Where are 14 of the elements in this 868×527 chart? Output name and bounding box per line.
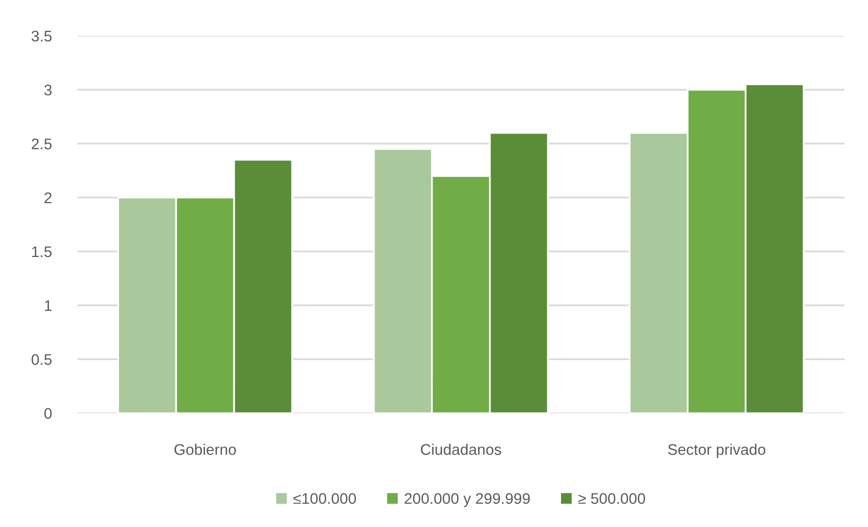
legend-label: ≤100.000 (293, 493, 356, 504)
y-tick-label: 0.5 (32, 354, 52, 365)
y-tick-label: 2.5 (32, 138, 52, 150)
y-tick-label: 1 (44, 300, 52, 311)
x-tick-label: Ciudadanos (420, 444, 502, 455)
legend-label: ≥ 500.000 (578, 493, 646, 504)
x-tick-label: Sector privado (668, 444, 766, 458)
y-tick-label: 2 (44, 192, 52, 204)
y-tick-label: 1.5 (32, 246, 52, 258)
y-tick-label: 0 (44, 408, 52, 419)
legend-label: 200.000 y 299.999 (404, 493, 530, 507)
x-tick-label: Gobierno (174, 444, 236, 455)
y-tick-label: 3 (44, 84, 52, 96)
y-tick-label: 3.5 (32, 30, 52, 42)
